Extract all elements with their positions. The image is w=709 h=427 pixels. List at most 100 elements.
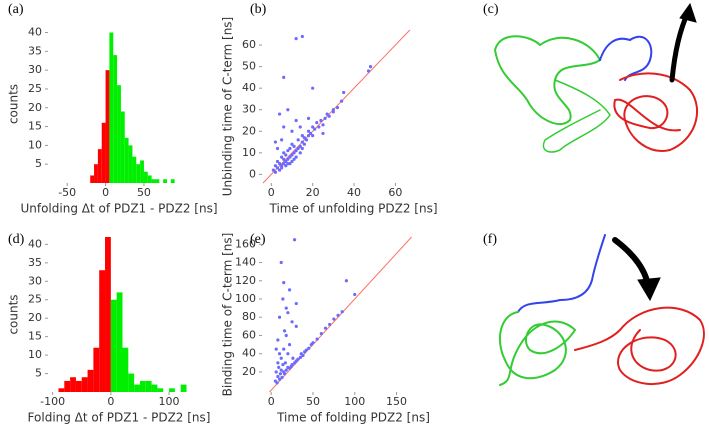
point bbox=[277, 168, 282, 172]
point bbox=[315, 337, 319, 341]
panel-label: (a) bbox=[8, 2, 24, 17]
bar bbox=[75, 380, 82, 392]
bar bbox=[170, 179, 175, 183]
point bbox=[294, 149, 298, 153]
y-tick-label: 40 bbox=[28, 237, 42, 250]
point bbox=[277, 315, 282, 319]
y-tick-label: 15 bbox=[28, 120, 42, 133]
point bbox=[294, 37, 298, 41]
y-axis-label: Unbinding time of C-term [ns] bbox=[221, 17, 235, 196]
point bbox=[302, 142, 306, 146]
y-tick-label: 100 bbox=[235, 292, 256, 305]
x-tick-label: -50 bbox=[58, 186, 76, 199]
point bbox=[286, 149, 290, 153]
point bbox=[274, 347, 278, 351]
point bbox=[327, 114, 331, 118]
point bbox=[304, 138, 309, 142]
y-tick-label: 10 bbox=[28, 348, 42, 361]
bar bbox=[93, 347, 100, 392]
point bbox=[275, 159, 280, 164]
bar bbox=[87, 369, 94, 392]
point bbox=[288, 146, 292, 151]
point bbox=[290, 153, 294, 157]
bar bbox=[64, 380, 71, 392]
point bbox=[282, 162, 286, 166]
point bbox=[282, 157, 286, 161]
point bbox=[292, 151, 296, 155]
point bbox=[277, 365, 281, 369]
y-tick-label: 40 bbox=[242, 347, 256, 360]
point bbox=[280, 166, 284, 170]
point bbox=[290, 142, 294, 146]
bar bbox=[116, 292, 123, 392]
y-tick-label: 5 bbox=[35, 367, 42, 380]
point bbox=[290, 363, 294, 367]
bar bbox=[70, 377, 76, 392]
point bbox=[286, 311, 290, 315]
bar bbox=[90, 175, 95, 183]
point bbox=[335, 105, 340, 110]
bar bbox=[157, 388, 164, 392]
point bbox=[294, 118, 298, 123]
point bbox=[294, 301, 298, 306]
point bbox=[273, 140, 278, 144]
point bbox=[304, 348, 308, 352]
bar bbox=[139, 380, 146, 392]
point bbox=[302, 136, 306, 140]
point bbox=[276, 338, 280, 342]
identity-line bbox=[269, 236, 412, 393]
y-tick-label: 20 bbox=[242, 365, 256, 378]
point bbox=[287, 288, 292, 292]
panel-label: (f) bbox=[483, 232, 497, 247]
point bbox=[284, 164, 288, 168]
point bbox=[273, 164, 278, 168]
bar bbox=[105, 70, 110, 183]
y-tick-label: 140 bbox=[235, 256, 256, 269]
x-tick-label: 60 bbox=[388, 186, 402, 199]
bar bbox=[143, 171, 148, 183]
point bbox=[280, 138, 284, 142]
point bbox=[286, 108, 290, 112]
point bbox=[278, 372, 282, 376]
point bbox=[321, 123, 325, 127]
point bbox=[306, 133, 311, 138]
point bbox=[276, 374, 280, 379]
point bbox=[282, 347, 286, 351]
x-tick-label: 100 bbox=[344, 395, 365, 408]
point bbox=[298, 151, 302, 155]
y-tick-label: 20 bbox=[28, 101, 42, 114]
panel-label: (e) bbox=[250, 232, 266, 247]
x-tick-label: 0 bbox=[268, 186, 275, 199]
point bbox=[288, 155, 292, 159]
point bbox=[300, 133, 304, 138]
y-tick-label: 120 bbox=[235, 274, 256, 287]
y-tick-label: 30 bbox=[28, 63, 42, 76]
point bbox=[368, 65, 373, 69]
x-tick-label: 0 bbox=[102, 186, 109, 199]
point bbox=[277, 352, 282, 356]
point bbox=[340, 99, 344, 103]
point bbox=[300, 146, 304, 151]
bar bbox=[151, 384, 158, 392]
point bbox=[287, 342, 292, 347]
y-tick-label: 30 bbox=[28, 274, 42, 287]
bar bbox=[145, 380, 152, 392]
point bbox=[282, 280, 286, 285]
y-tick-label: 35 bbox=[28, 44, 42, 57]
y-tick-label: 15 bbox=[28, 330, 42, 343]
point bbox=[275, 166, 280, 170]
bar bbox=[122, 347, 129, 392]
bar bbox=[163, 179, 167, 183]
y-tick-label: 10 bbox=[242, 146, 256, 159]
point bbox=[301, 353, 305, 358]
y-axis-label: counts bbox=[7, 294, 21, 334]
bar bbox=[101, 122, 106, 183]
point bbox=[282, 372, 287, 376]
panel-label: (d) bbox=[8, 232, 25, 247]
point bbox=[307, 346, 311, 350]
point bbox=[366, 69, 371, 73]
bar bbox=[99, 270, 106, 392]
point bbox=[296, 357, 300, 361]
point bbox=[276, 361, 280, 365]
point bbox=[317, 125, 321, 129]
